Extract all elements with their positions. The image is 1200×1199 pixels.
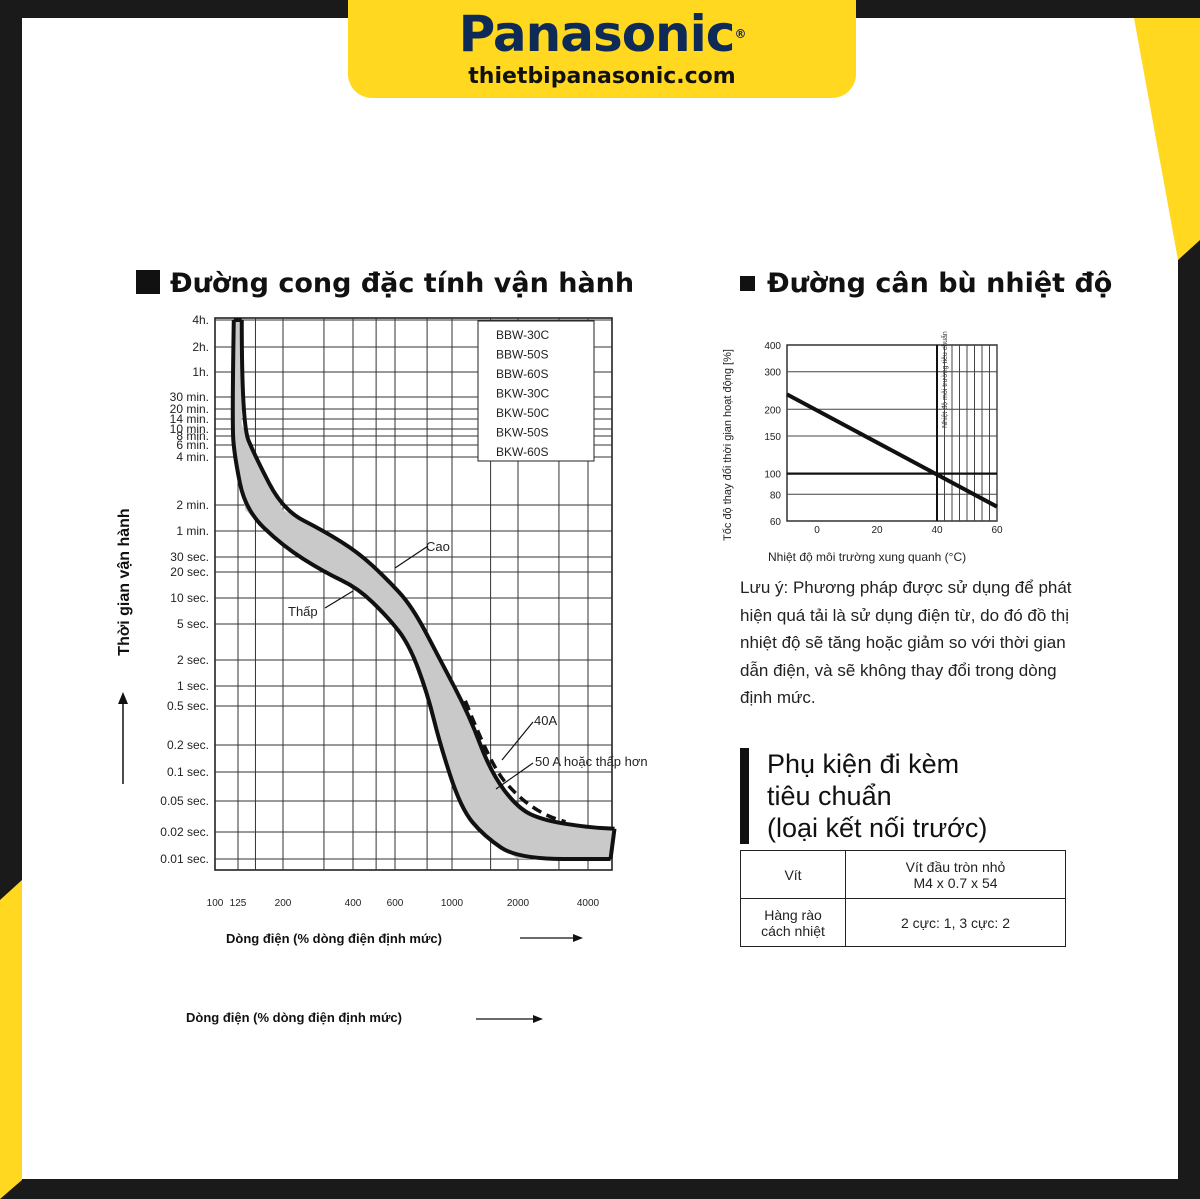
annotation-cao: Cao bbox=[426, 539, 450, 554]
annotation-thap: Thấp bbox=[288, 604, 318, 619]
annotation-leader bbox=[394, 545, 429, 569]
panasonic-logo: Panasonic® bbox=[458, 5, 747, 63]
y-tick-label: 100 bbox=[764, 470, 781, 481]
y-tick-label: 1 sec. bbox=[177, 679, 209, 693]
x-tick-label: 100 bbox=[207, 898, 224, 909]
y-tick-label: 80 bbox=[770, 490, 782, 501]
y-tick-label: 20 min. bbox=[170, 402, 209, 416]
table-cell-detail: 2 cực: 1, 3 cực: 2 bbox=[845, 898, 1066, 947]
y-tick-label: 300 bbox=[764, 368, 781, 379]
y-tick-label: 4h. bbox=[192, 313, 209, 327]
y-tick-label: 0.02 sec. bbox=[160, 825, 209, 839]
operating-characteristic-chart: BBW-30C BBW-50S BBW-60S BKW-30C BKW-50C BKW-5… bbox=[116, 313, 648, 946]
series-line-cao bbox=[239, 319, 615, 831]
series-line-thap bbox=[230, 319, 611, 861]
x-axis-label: Dòng điện (% dòng điện định mức) bbox=[226, 931, 442, 946]
legend-box bbox=[477, 320, 595, 462]
x-tick-label: 20 bbox=[871, 525, 883, 536]
repeated-label-text: Dòng điện (% dòng điện định mức) bbox=[186, 1010, 402, 1025]
band-end-edge bbox=[608, 828, 617, 860]
x-tick-label: 200 bbox=[275, 898, 292, 909]
chart2-title: Đường cân bù nhiệt độ bbox=[740, 268, 1112, 299]
legend-model-label: BKW-60S bbox=[496, 445, 548, 459]
annotation-leader bbox=[501, 721, 534, 761]
y-tick-label: 30 min. bbox=[170, 390, 209, 404]
repeated-label-arrowhead bbox=[533, 1015, 543, 1023]
y-tick-label: 0.1 sec. bbox=[167, 765, 209, 779]
table-row: Hàng rào cách nhiệt 2 cực: 1, 3 cực: 2 bbox=[740, 898, 1066, 947]
legend-model-label: BKW-50S bbox=[496, 426, 548, 440]
y-tick-label: 400 bbox=[764, 341, 781, 352]
corner-accent-bottom-left bbox=[0, 880, 22, 1199]
accessories-table: Vít Vít đầu tròn nhỏ M4 x 0.7 x 54 Hàng r… bbox=[740, 850, 1066, 947]
x-tick-label: 2000 bbox=[507, 898, 530, 909]
x-axis-label: Nhiệt độ môi trường xung quanh (°C) bbox=[768, 550, 966, 564]
x-tick-label: 600 bbox=[387, 898, 404, 909]
y-tick-label: 2h. bbox=[192, 340, 209, 354]
y-tick-label: 6 min. bbox=[176, 438, 209, 452]
y-tick-label: 1h. bbox=[192, 365, 209, 379]
y-tick-label: 0.05 sec. bbox=[160, 794, 209, 808]
annotation-50a: 50 A hoặc thấp hơn bbox=[535, 754, 648, 769]
corner-accent-top-right bbox=[1134, 18, 1200, 260]
y-tick-label: 150 bbox=[764, 432, 781, 443]
title-square-icon bbox=[740, 276, 755, 291]
legend-model-label: BBW-50S bbox=[496, 348, 548, 362]
series-line-40a bbox=[463, 700, 567, 824]
y-axis-label: Thời gian vận hành bbox=[116, 508, 133, 655]
reference-label: Nhiệt độ môi trường tiêu chuẩn bbox=[941, 331, 949, 428]
y-tick-label: 10 min. bbox=[170, 422, 209, 436]
table-cell-item: Hàng rào cách nhiệt bbox=[740, 898, 846, 947]
x-tick-label: 1000 bbox=[441, 898, 464, 909]
table-cell-detail: Vít đầu tròn nhỏ M4 x 0.7 x 54 bbox=[845, 850, 1066, 899]
x-tick-label: 125 bbox=[230, 898, 247, 909]
legend-model-label: BBW-30C bbox=[496, 328, 549, 342]
legend-model-label: BKW-50C bbox=[496, 406, 549, 420]
y-tick-label: 30 sec. bbox=[170, 550, 209, 564]
title-square-icon bbox=[136, 270, 160, 294]
x-axis-arrowhead bbox=[573, 934, 583, 942]
x-tick-label: 400 bbox=[345, 898, 362, 909]
plot-frame bbox=[214, 317, 613, 871]
series-line-compensation bbox=[786, 392, 998, 509]
y-tick-label: 2 min. bbox=[176, 498, 209, 512]
y-tick-label: 2 sec. bbox=[177, 653, 209, 667]
legend-model-label: BKW-30C bbox=[496, 387, 549, 401]
table-cell-item: Vít bbox=[740, 850, 846, 899]
repeated-x-axis-label: Dòng điện (% dòng điện định mức) bbox=[186, 1010, 543, 1025]
annotation-40a: 40A bbox=[534, 713, 557, 728]
x-tick-label: 0 bbox=[814, 525, 820, 536]
y-tick-label: 5 sec. bbox=[177, 617, 209, 631]
chart1-title: Đường cong đặc tính vận hành bbox=[136, 268, 634, 299]
y-tick-label: 14 min. bbox=[170, 412, 209, 426]
y-tick-label: 0.2 sec. bbox=[167, 738, 209, 752]
accessories-title: Phụ kiện đi kèm tiêu chuẩn (loại kết nối… bbox=[740, 748, 987, 844]
note-text: Lưu ý: Phương pháp được sử dụng để phát … bbox=[740, 578, 1072, 707]
annotation-leader bbox=[324, 590, 354, 609]
brand-header: Panasonic® thietbipanasonic.com bbox=[348, 0, 856, 98]
y-tick-label: 8 min. bbox=[176, 429, 209, 443]
y-tick-label: 1 min. bbox=[176, 524, 209, 538]
temperature-compensation-chart: Nhiệt độ môi trường tiêu chuẩn4003002001… bbox=[722, 331, 1003, 564]
y-tick-label: 0.5 sec. bbox=[167, 699, 209, 713]
annotation-leader bbox=[495, 762, 534, 790]
legend-model-label: BBW-60S bbox=[496, 367, 548, 381]
y-tick-label: 10 sec. bbox=[170, 591, 209, 605]
y-tick-label: 4 min. bbox=[176, 450, 209, 464]
y-tick-label: 60 bbox=[770, 517, 782, 528]
x-tick-label: 40 bbox=[931, 525, 943, 536]
table-row: Vít Vít đầu tròn nhỏ M4 x 0.7 x 54 bbox=[740, 850, 1066, 899]
brand-website: thietbipanasonic.com bbox=[468, 64, 736, 89]
y-axis-arrowhead bbox=[118, 692, 128, 704]
y-tick-label: 0.01 sec. bbox=[160, 852, 209, 866]
y-tick-label: 200 bbox=[764, 405, 781, 416]
y-tick-label: 20 sec. bbox=[170, 565, 209, 579]
y-axis-label: Tốc độ thay đổi thời gian hoạt động [%] bbox=[722, 349, 734, 541]
x-tick-label: 60 bbox=[991, 525, 1003, 536]
x-tick-label: 4000 bbox=[577, 898, 600, 909]
